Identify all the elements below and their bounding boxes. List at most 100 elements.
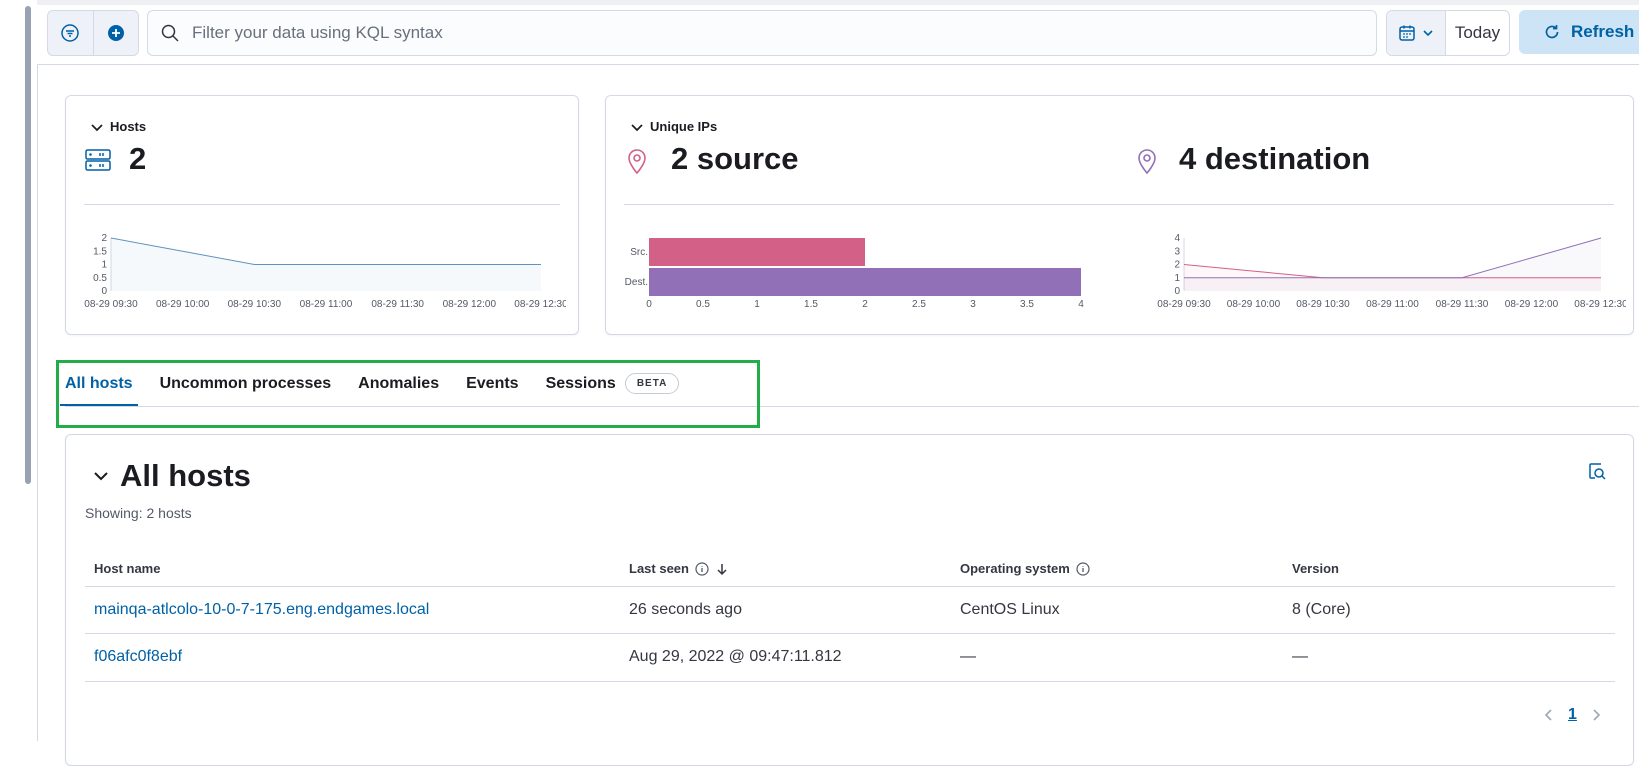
column-version[interactable]: Version xyxy=(1292,561,1339,576)
inspect-icon[interactable] xyxy=(1587,461,1607,481)
filter-menu-button[interactable] xyxy=(48,11,93,55)
info-icon[interactable] xyxy=(695,561,709,576)
chevron-down-icon xyxy=(631,123,643,131)
chevron-right-icon[interactable] xyxy=(1589,708,1603,722)
topbar-shadow xyxy=(37,0,1639,5)
y-tick-label: 2 xyxy=(1174,260,1180,271)
quick-menu-button[interactable] xyxy=(1387,11,1446,55)
tab-label: Uncommon processes xyxy=(159,374,332,392)
os-value: — xyxy=(960,648,976,665)
y-tick-label: 1 xyxy=(1174,273,1180,284)
left-gutter xyxy=(0,0,38,741)
tab-sessions[interactable]: Sessions BETA xyxy=(546,361,680,406)
column-label: Last seen xyxy=(629,561,689,576)
arrow-down-icon[interactable] xyxy=(715,562,729,576)
x-tick-label: 3 xyxy=(970,299,976,310)
date-label[interactable]: Today xyxy=(1454,23,1501,42)
x-tick-label: 08-29 11:00 xyxy=(1366,299,1419,310)
ips-title-row[interactable]: Unique IPs xyxy=(630,119,717,134)
version-value: — xyxy=(1292,648,1308,665)
map-pin-icon xyxy=(1138,149,1156,175)
column-label: Host name xyxy=(94,561,161,576)
hosts-divider xyxy=(84,204,560,205)
chevron-down-icon xyxy=(94,472,108,481)
column-host-name[interactable]: Host name xyxy=(94,561,160,576)
search-placeholder: Filter your data using KQL syntax xyxy=(192,23,443,42)
search-icon xyxy=(161,24,179,42)
y-tick-label: 4 xyxy=(1174,233,1180,244)
tabs-highlight-box xyxy=(56,360,760,428)
x-tick-label: 08-29 11:00 xyxy=(300,299,353,310)
tab-label: All hosts xyxy=(65,374,133,392)
x-tick-label: 08-29 10:00 xyxy=(1227,299,1281,310)
ips-divider xyxy=(624,204,1614,205)
row-divider xyxy=(85,633,1615,634)
x-tick-label: 08-29 10:30 xyxy=(1296,299,1350,310)
chevron-down-icon xyxy=(91,123,103,131)
all-hosts-panel: All hosts Showing: 2 hosts Host name Las… xyxy=(65,434,1634,766)
unique-ips-kpi-panel: Unique IPs 2 source 4 destination Src. De… xyxy=(605,95,1634,335)
page-number-button[interactable]: 1 xyxy=(1568,706,1577,723)
page-scrollbar[interactable] xyxy=(25,6,31,484)
host-name-link[interactable]: f06afc0f8ebf xyxy=(94,648,183,665)
all-hosts-header[interactable]: All hosts xyxy=(92,458,251,494)
tab-label: Anomalies xyxy=(358,374,440,392)
last-seen-value: 26 seconds ago xyxy=(629,601,742,618)
x-tick-label: 4 xyxy=(1078,299,1084,310)
x-tick-label: 3.5 xyxy=(1020,299,1034,310)
showing-count: Showing: 2 hosts xyxy=(85,505,192,521)
row-divider xyxy=(85,681,1615,682)
hosts-kpi-panel: Hosts 2 2 1.5 1 0.5 0 08-29 09:30 08-29 10:00 0… xyxy=(65,95,579,335)
tab-all-hosts[interactable]: All hosts xyxy=(60,361,138,406)
x-tick-label: 08-29 12:00 xyxy=(1505,299,1559,310)
destination-ip-count: 4 destination xyxy=(1179,141,1371,176)
x-tick-label: 1 xyxy=(754,299,760,310)
hosts-series-line xyxy=(110,237,541,265)
x-tick-label: 1.5 xyxy=(804,299,818,310)
chevron-left-icon[interactable] xyxy=(1542,708,1556,722)
plus-circle-icon xyxy=(107,25,124,41)
last-seen-value: Aug 29, 2022 @ 09:47:11.812 xyxy=(629,648,842,665)
hosts-tabs: All hosts Uncommon processes Anomalies E… xyxy=(60,361,706,406)
tab-anomalies[interactable]: Anomalies xyxy=(358,361,439,406)
bar-src xyxy=(649,238,865,266)
x-tick-label: 08-29 11:30 xyxy=(1436,299,1489,310)
x-tick-label: 08-29 10:30 xyxy=(228,299,282,310)
refresh-icon xyxy=(1545,25,1559,39)
ips-line-chart: 4 3 2 1 0 08-29 09:30 08-29 10:00 08-29 10:30 08… xyxy=(1157,233,1626,310)
kql-search-input[interactable]: Filter your data using KQL syntax xyxy=(147,10,1377,56)
x-tick-label: 08-29 09:30 xyxy=(1157,299,1211,310)
refresh-label: Refresh xyxy=(1571,22,1635,41)
os-value: CentOS Linux xyxy=(960,601,1060,618)
tab-label: Sessions xyxy=(545,374,616,392)
x-tick-label: 08-29 10:00 xyxy=(156,299,210,310)
ips-area-fill xyxy=(1184,238,1601,291)
tabs-underline xyxy=(65,406,1639,407)
column-operating-system[interactable]: Operating system xyxy=(960,561,1090,576)
hosts-title-row[interactable]: Hosts xyxy=(90,119,146,134)
x-tick-label: 08-29 11:30 xyxy=(371,299,424,310)
tab-label: Events xyxy=(466,374,519,392)
x-tick-label: 08-29 12:00 xyxy=(443,299,497,310)
tab-events[interactable]: Events xyxy=(466,361,518,406)
date-picker[interactable]: Today xyxy=(1386,10,1510,56)
pagination: 1 xyxy=(1542,706,1603,724)
bar-dest xyxy=(649,268,1081,296)
y-tick-label: 0.5 xyxy=(93,273,107,284)
source-ip-count: 2 source xyxy=(671,141,799,176)
hosts-area-chart: 2 1.5 1 0.5 0 08-29 09:30 08-29 10:00 08-29 10:… xyxy=(84,233,566,310)
y-tick-label: 1.5 xyxy=(93,246,107,257)
filter-button-group xyxy=(47,10,139,56)
map-pin-icon xyxy=(628,149,646,175)
host-name-link[interactable]: mainqa-atlcolo-10-0-7-175.eng.endgames.l… xyxy=(94,601,430,618)
x-tick-label: 0.5 xyxy=(696,299,710,310)
tab-uncommon-processes[interactable]: Uncommon processes xyxy=(160,361,332,406)
chevron-down-icon xyxy=(1423,30,1433,37)
column-last-seen[interactable]: Last seen xyxy=(629,561,729,576)
hosts-icon xyxy=(85,149,111,171)
add-filter-button[interactable] xyxy=(92,11,139,55)
refresh-button[interactable]: Refresh xyxy=(1519,10,1639,54)
info-icon[interactable] xyxy=(1076,561,1090,576)
all-hosts-title: All hosts xyxy=(120,458,251,493)
ips-title: Unique IPs xyxy=(650,119,718,134)
